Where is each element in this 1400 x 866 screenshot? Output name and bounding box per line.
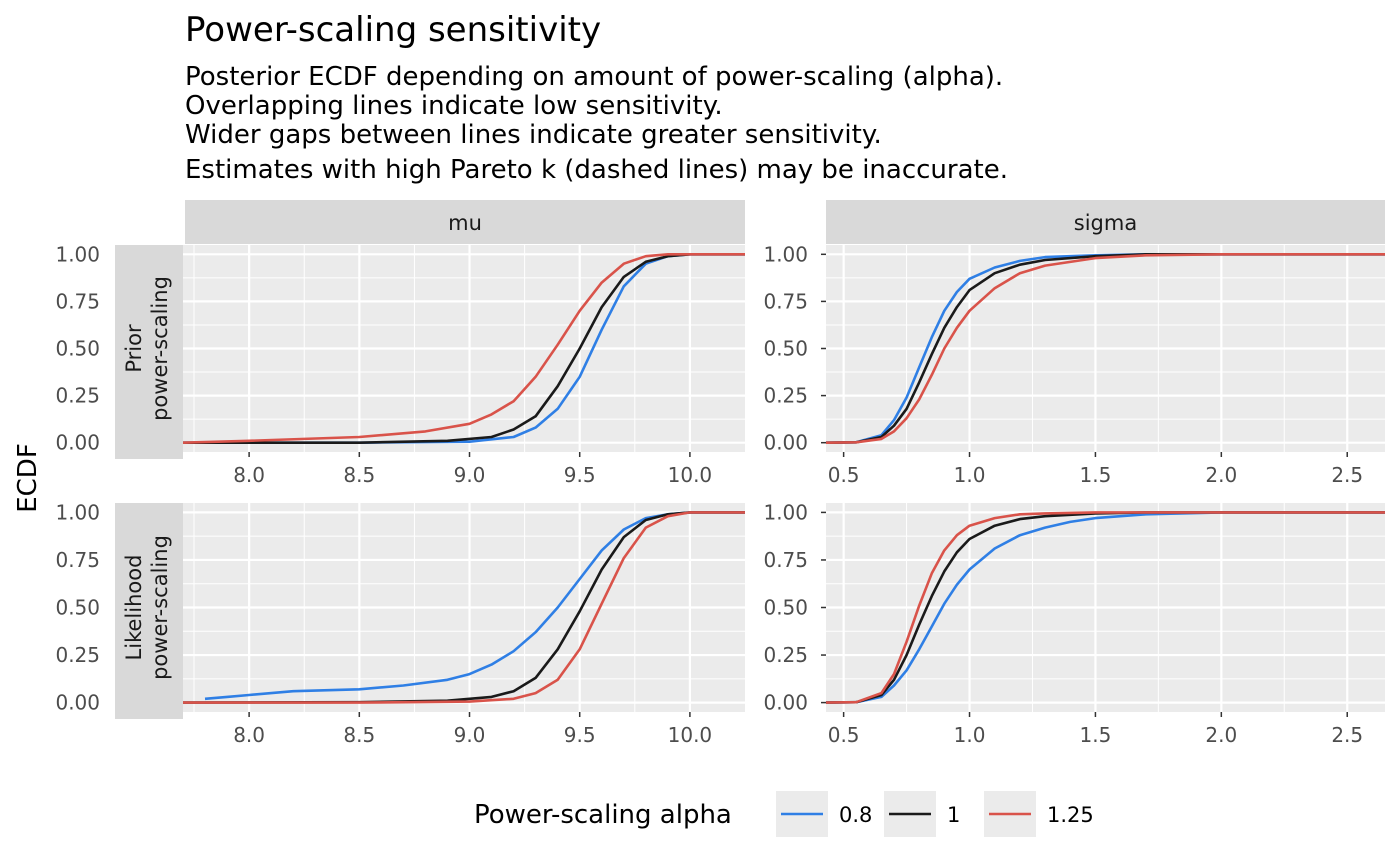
legend: Power-scaling alpha 0.8 1 1.25 xyxy=(474,791,1094,837)
panel-r1-sigma-y-tick-label: 0.00 xyxy=(763,691,808,715)
panel-r1-mu-x-tick-label: 10.0 xyxy=(668,723,713,747)
chart-subtitle-line-2: Overlapping lines indicate low sensitivi… xyxy=(185,91,723,121)
panel-r1-sigma-y-tick-label: 0.75 xyxy=(763,548,808,572)
panel-r0-mu-x-tick-label: 9.0 xyxy=(454,463,486,487)
row-strip-label-line: power-scaling xyxy=(148,535,172,680)
panel-r0-sigma-x-tick-label: 0.5 xyxy=(828,463,860,487)
panel-r1-mu-x-tick-label: 9.5 xyxy=(564,723,596,747)
panel-r0-mu-x-tick-label: 9.5 xyxy=(564,463,596,487)
panel-r1-sigma-series-0_8 xyxy=(825,511,1385,704)
panel-r1-mu-x-tick-label: 9.0 xyxy=(454,723,486,747)
panel-r0-mu-series-1 xyxy=(183,253,745,444)
row-strip-label-0: Priorpower-scaling xyxy=(122,276,172,421)
panel-r1-sigma-x-tick-label: 1.0 xyxy=(954,723,986,747)
panel-r0-mu-y-tick-label: 0.75 xyxy=(55,289,100,313)
column-strip-sigma xyxy=(826,200,1385,244)
panel-r0-sigma-series-1 xyxy=(825,253,1385,444)
chart-subtitle-line-4: Estimates with high Pareto k (dashed lin… xyxy=(185,155,1008,185)
row-strip-0 xyxy=(115,245,183,459)
panel-r1-sigma-x-tick-label: 2.5 xyxy=(1331,723,1363,747)
panel-r1-sigma-series-1 xyxy=(825,511,1385,704)
panel-r1-mu-series-1 xyxy=(182,511,745,704)
panel-r0-mu-y-tick-label: 0.50 xyxy=(55,337,100,361)
row-strip-label-line: Likelihood xyxy=(122,555,146,661)
row-strip-label-line: power-scaling xyxy=(148,276,172,421)
panel-r0-sigma-x-tick-label: 2.0 xyxy=(1205,463,1237,487)
panel-r0-sigma-series-0_8 xyxy=(825,253,1385,444)
panel-r1-sigma-y-tick-label: 0.50 xyxy=(763,596,808,620)
panel-r0-mu-x-tick-label: 10.0 xyxy=(668,463,713,487)
panel-r1-mu-x-tick-label: 8.0 xyxy=(233,723,265,747)
chart-subtitle-line-3: Wider gaps between lines indicate greate… xyxy=(185,120,882,150)
panel-r0-sigma-y-tick-label: 0.00 xyxy=(763,431,808,455)
panel-r0-sigma-y-tick-label: 0.50 xyxy=(763,337,808,361)
panel-r1-sigma-x-tick-label: 0.5 xyxy=(828,723,860,747)
panel-r0-mu-y-tick-label: 1.00 xyxy=(55,242,100,266)
panel-r1-mu-series-0_8 xyxy=(204,511,745,701)
panel-r1-sigma-y-tick-label: 0.25 xyxy=(763,643,808,667)
column-strip-label-sigma: sigma xyxy=(1074,211,1137,235)
row-strip-label-line: Prior xyxy=(122,324,146,373)
panel-r1-sigma-series-1_25 xyxy=(825,511,1385,704)
panel-r1-mu-y-tick-label: 0.50 xyxy=(55,596,100,620)
panel-r1-sigma-x-tick-label: 1.5 xyxy=(1080,723,1112,747)
panel-r1-mu-x-tick-label: 8.5 xyxy=(343,723,375,747)
chart-subtitle-line-1: Posterior ECDF depending on amount of po… xyxy=(185,62,1003,92)
panel-r1-sigma-x-tick-label: 2.0 xyxy=(1205,723,1237,747)
panel-r0-mu-x-tick-label: 8.5 xyxy=(343,463,375,487)
legend-title: Power-scaling alpha xyxy=(474,800,732,830)
panel-r0-sigma-y-tick-label: 1.00 xyxy=(763,242,808,266)
column-strip-label-mu: mu xyxy=(448,211,482,235)
panel-r0-mu-series-1_25 xyxy=(182,253,745,444)
panel-r1-mu-series-1_25 xyxy=(183,511,745,704)
panel-r1-sigma-y-tick-label: 1.00 xyxy=(763,500,808,524)
panel-r0-sigma-x-tick-label: 1.5 xyxy=(1080,463,1112,487)
row-strip-label-1: Likelihoodpower-scaling xyxy=(122,535,172,680)
panel-r0-mu-y-tick-label: 0.25 xyxy=(55,384,100,408)
y-axis-title: ECDF xyxy=(13,443,43,513)
legend-label-1: 1 xyxy=(947,803,960,827)
panel-r0-sigma-x-tick-label: 2.5 xyxy=(1331,463,1363,487)
legend-label-1_25: 1.25 xyxy=(1047,803,1094,827)
panel-r1-mu-y-tick-label: 0.25 xyxy=(55,643,100,667)
column-strip-mu xyxy=(185,200,745,244)
facet-panels: mu sigma 8.0 8.5 9.0 9.5 10.0 0.00 0.25 0.50 0.75 1… xyxy=(55,200,1385,747)
panel-r0-sigma-y-tick-label: 0.25 xyxy=(763,384,808,408)
legend-label-0_8: 0.8 xyxy=(839,803,872,827)
panel-r1-mu-y-tick-label: 1.00 xyxy=(55,500,100,524)
row-strip-1 xyxy=(115,503,183,719)
panel-r0-mu-y-tick-label: 0.00 xyxy=(55,431,100,455)
panel-r1-mu-y-tick-label: 0.75 xyxy=(55,548,100,572)
panel-r1-mu-y-tick-label: 0.00 xyxy=(55,691,100,715)
panel-r0-sigma-series-1_25 xyxy=(825,253,1385,444)
chart-title: Power-scaling sensitivity xyxy=(185,10,601,50)
panel-r0-sigma-y-tick-label: 0.75 xyxy=(763,289,808,313)
panel-r0-sigma-x-tick-label: 1.0 xyxy=(954,463,986,487)
panel-r0-mu-x-tick-label: 8.0 xyxy=(233,463,265,487)
